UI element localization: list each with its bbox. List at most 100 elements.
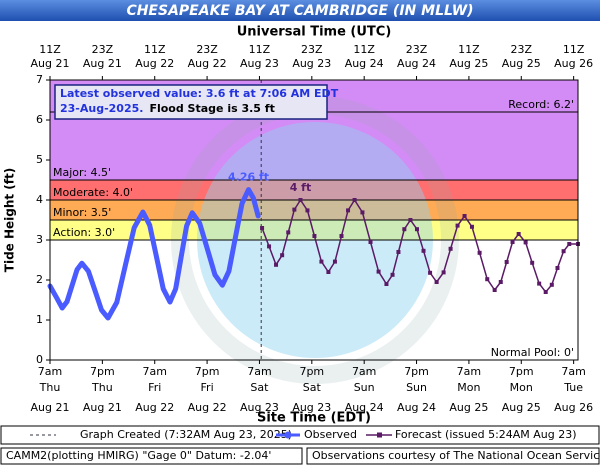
peak-label: 4.26 ft [228,171,269,184]
x-tick-label: 7pm [90,365,115,378]
x-tick-label: Sat [250,381,269,394]
forecast-point [360,210,365,215]
top-x-tick-label: Aug 23 [240,57,279,70]
stage-label: Action: 3.0' [53,226,115,239]
forecast-point [402,227,407,232]
forecast-point [286,230,291,235]
forecast-point [421,248,426,253]
forecast-point [384,282,389,286]
y-tick-label: 7 [36,73,43,86]
x-tick-label: Thu [91,381,113,394]
forecast-point [319,259,324,264]
top-x-tick-label: 11Z [144,43,166,56]
stage-label: Major: 4.5' [53,166,111,179]
forecast-point [267,244,272,249]
x-tick-label: Aug 21 [31,401,70,414]
legend-observed [284,431,292,439]
forecast-point [298,198,303,202]
forecast-point [492,288,497,292]
top-x-tick-label: Aug 25 [502,57,541,70]
forecast-point [523,240,528,245]
forecast-point [390,272,395,277]
forecast-point [567,242,572,246]
forecast-point [561,249,566,254]
x-tick-label: Sun [406,381,427,394]
x-tick-label: 7pm [299,365,324,378]
top-x-tick-label: Aug 24 [345,57,384,70]
forecast-point [448,246,453,251]
x-tick-label: Aug 24 [397,401,436,414]
forecast-point [462,214,467,218]
forecast-point [408,218,413,222]
x-tick-label: Aug 25 [449,401,488,414]
x-tick-label: Aug 24 [345,401,384,414]
x-tick-label: Fri [201,381,214,394]
x-tick-label: Mon [510,381,533,394]
forecast-point [346,208,351,213]
forecast-point [368,240,373,244]
forecast-point [280,253,285,258]
y-tick-label: 0 [36,353,43,366]
top-x-tick-label: 11Z [563,43,585,56]
stage-label: Moderate: 4.0' [53,186,133,199]
forecast-point [441,270,446,275]
y-tick-label: 3 [36,233,43,246]
y-axis-label: Tide Height (ft) [3,168,17,272]
top-x-tick-label: 23Z [510,43,532,56]
x-tick-label: 7am [142,365,166,378]
x-tick-label: Aug 22 [188,401,227,414]
x-axis-label: Site Time (EDT) [257,411,371,426]
info-line: 23-Aug-2025. Flood Stage is 3.5 ft [60,102,275,115]
y-tick-label: 1 [36,313,43,326]
title-bar [0,0,600,21]
top-x-tick-label: 23Z [301,43,323,56]
x-tick-label: Aug 21 [83,401,122,414]
forecast-point [530,260,535,265]
top-x-tick-label: 23Z [196,43,218,56]
top-x-tick-label: 23Z [92,43,114,56]
forecast-point [455,223,460,228]
x-tick-label: 7pm [404,365,429,378]
plot-area: Action: 3.0' Minor: 3.5' Moderate: 4.0' Maj… [47,79,580,384]
record-label: Record: 6.2' [508,98,574,111]
forecast-point [510,240,515,244]
footer-box [306,447,600,465]
top-x-tick-label: Aug 26 [554,57,593,70]
top-x-tick-label: Aug 22 [135,57,174,70]
x-tick-label: Aug 22 [135,401,174,414]
forecast-point [516,232,521,236]
forecast-point [549,282,554,287]
x-tick-label: Aug 23 [292,401,331,414]
forecast-point [352,198,357,202]
legend-label: Graph Created (7:32AM Aug 23, 2025) [80,428,292,441]
stage-band [50,200,578,220]
top-x-tick-label: 11Z [39,43,61,56]
info-date: 23-Aug-2025. [60,102,143,115]
x-tick-label: Aug 26 [554,401,593,414]
top-x-tick-label: Aug 21 [83,57,122,70]
footer-box [0,447,303,465]
forecast-point [434,280,439,284]
forecast-point [260,226,265,230]
legend-label: Observed [304,428,357,441]
x-tick-label: Sat [303,381,322,394]
forecast-point [498,280,503,284]
x-tick-label: Aug 25 [502,401,541,414]
top-x-tick-label: 11Z [353,43,375,56]
legend-forecast [377,432,382,438]
series-line [47,187,261,321]
x-tick-label: Fri [148,381,161,394]
forecast-point [414,227,419,232]
stage-band [50,220,578,240]
forecast-point [274,262,279,267]
top-x-tick-label: Aug 24 [397,57,436,70]
forecast-point [376,269,381,274]
y-tick-label: 2 [36,273,43,286]
footer-left: CAMM2(plotting HMIRG) "Gage 0" Datum: -2… [6,449,271,462]
forecast-point [396,250,401,254]
series-line [261,199,579,293]
x-tick-label: Aug 23 [240,401,279,414]
plot-frame [49,79,579,361]
forecast-point [326,270,331,274]
